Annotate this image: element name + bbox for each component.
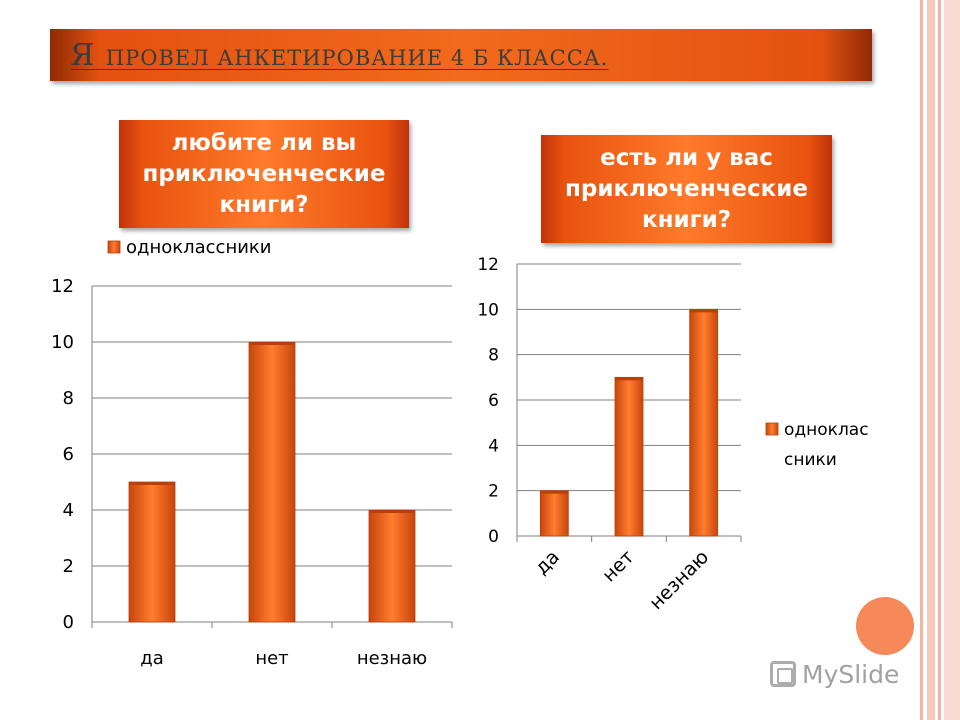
bar-top-edge [540, 490, 569, 494]
logo-icon [770, 661, 796, 687]
legend-swatch [107, 240, 121, 254]
y-tick-label: 12 [51, 276, 74, 297]
decor-stripe [944, 0, 960, 720]
myslide-logo: MySlide [770, 655, 930, 693]
bar [128, 481, 176, 623]
title-bar [50, 29, 872, 81]
decor-circle [856, 597, 914, 655]
y-tick-label: 10 [477, 300, 499, 320]
legend-swatch [765, 422, 779, 436]
bar-top-edge [689, 309, 718, 313]
y-tick-label: 2 [488, 482, 499, 502]
chart-1: 0 2 4 6 8 10 12 да нет незнаю одноклассники [51, 237, 453, 669]
x-category-label: незнаю [357, 648, 427, 669]
legend-label: одноклассники [126, 237, 271, 258]
bar-top-edge [249, 342, 295, 345]
x-category-label: да [531, 546, 564, 579]
legend-label: одноклас [784, 420, 869, 440]
title-rest: ПРОВЕЛ АНКЕТИРОВАНИЕ 4 Б КЛАССА. [105, 46, 609, 70]
x-category-label: незнаю [645, 546, 713, 614]
bar [614, 376, 644, 537]
y-tick-label: 12 [477, 255, 499, 275]
y-tick-label: 6 [63, 444, 74, 465]
slide-title: Я ПРОВЕЛ АНКЕТИРОВАНИЕ 4 Б КЛАССА. [70, 38, 870, 73]
bar [368, 509, 416, 623]
chart-2: 0 2 4 6 8 10 12 да нет незнаю одноклас сники [477, 255, 868, 614]
question-2-box: есть ли у вас приключенческие книги? [541, 135, 832, 243]
y-tick-label: 2 [63, 556, 74, 577]
bar-top-edge [615, 377, 643, 381]
y-tick-label: 4 [63, 500, 74, 521]
decor-stripe [938, 0, 941, 720]
y-tick-label: 6 [488, 391, 499, 411]
y-tick-label: 0 [63, 612, 74, 633]
y-tick-label: 4 [488, 436, 499, 456]
logo-text: MySlide [802, 659, 900, 689]
x-category-label: нет [598, 546, 638, 586]
y-tick-label: 8 [488, 346, 499, 366]
y-tick-label: 0 [488, 527, 499, 547]
bar-top-edge [369, 510, 415, 513]
x-category-label: да [140, 648, 163, 669]
question-2-text: есть ли у вас приключенческие книги? [565, 144, 808, 233]
question-1-box: любите ли вы приключенческие книги? [119, 120, 409, 228]
title-first-letter: Я [70, 38, 96, 73]
question-1-text: любите ли вы приключенческие книги? [142, 129, 386, 218]
y-tick-label: 8 [63, 388, 74, 409]
bar [689, 308, 719, 537]
bar-top-edge [129, 482, 175, 485]
x-category-label: нет [255, 648, 288, 669]
legend-label: сники [784, 450, 837, 470]
y-tick-label: 10 [51, 332, 74, 353]
bar [539, 490, 569, 537]
decor-stripe [920, 0, 923, 720]
bar [248, 341, 296, 623]
decor-stripe [927, 0, 935, 720]
